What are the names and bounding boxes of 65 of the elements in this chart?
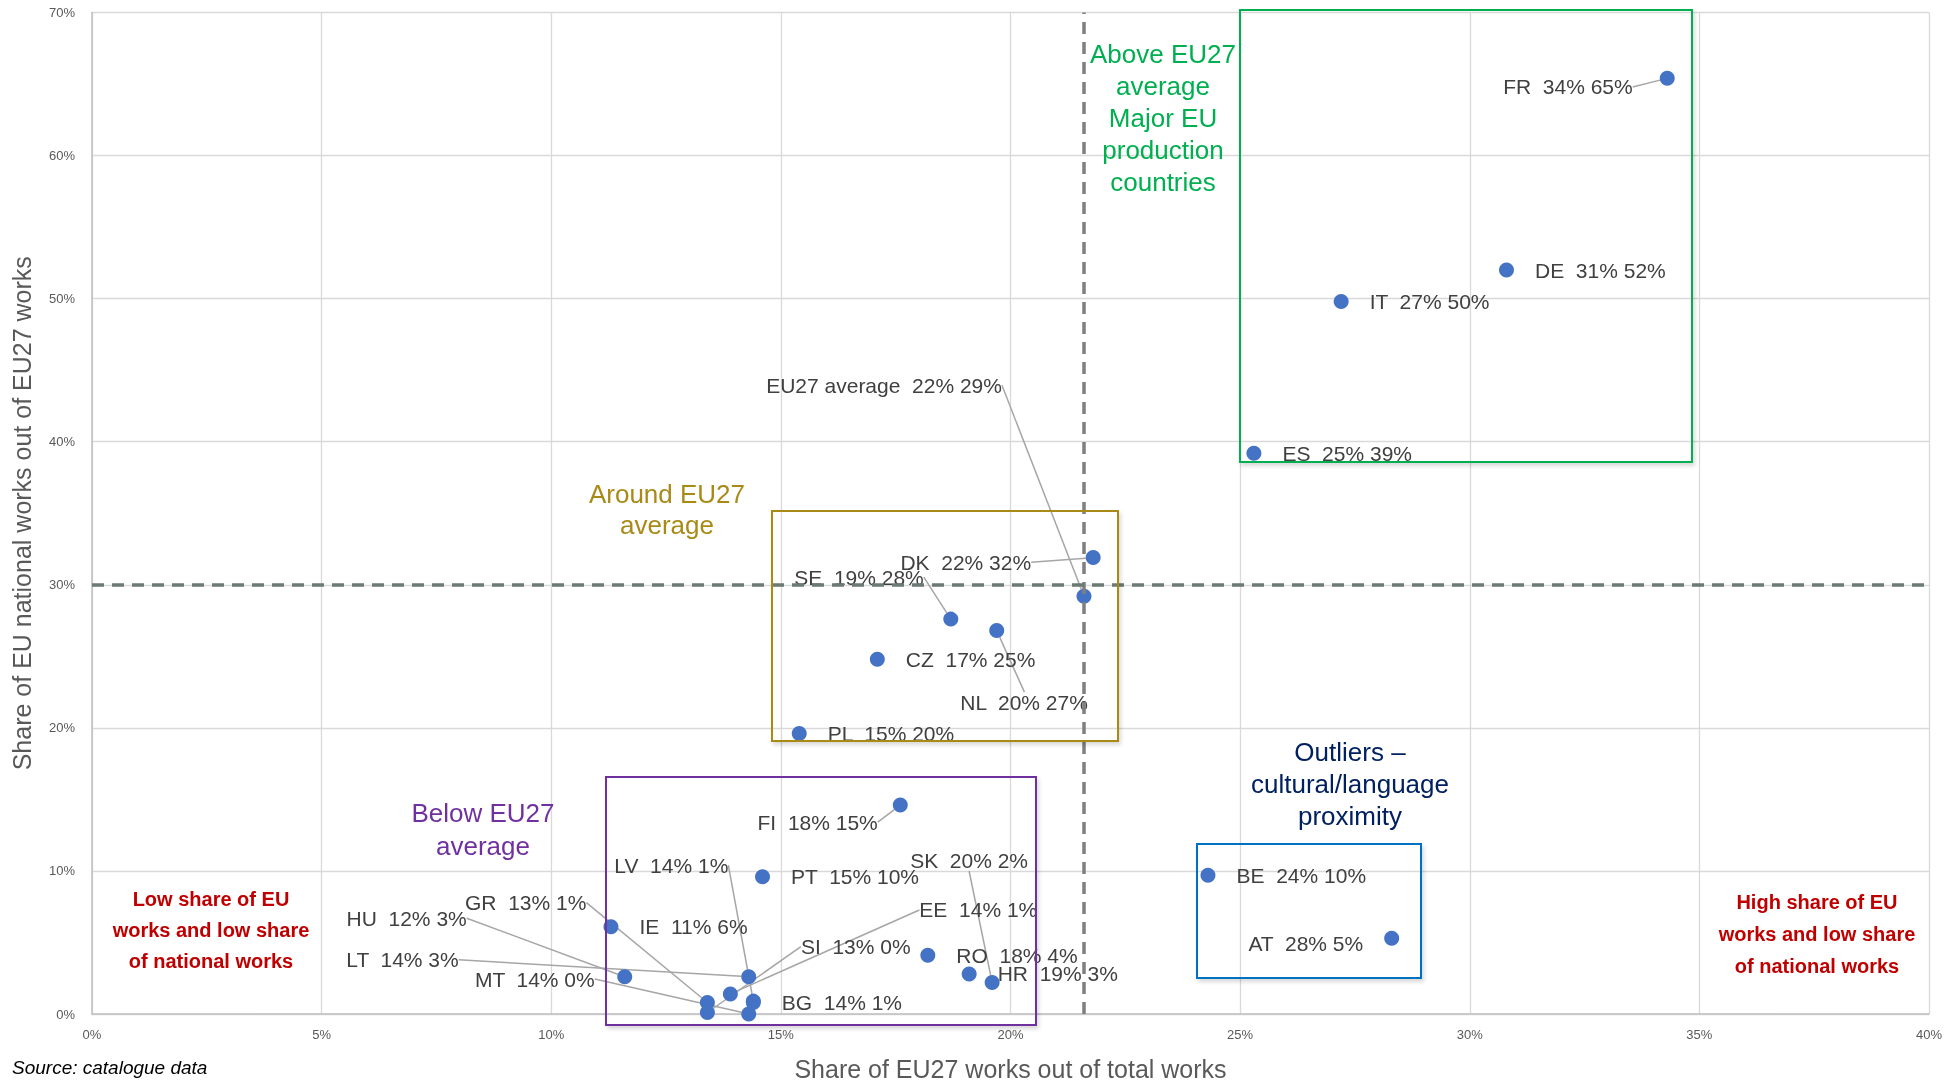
point bbox=[1659, 70, 1675, 86]
point bbox=[1246, 445, 1262, 461]
data-label: CZ 17% 25% bbox=[905, 647, 1036, 671]
point bbox=[961, 966, 977, 982]
data-label: ES 25% 39% bbox=[1282, 441, 1412, 465]
point bbox=[869, 651, 885, 667]
x-tick-label: 15% bbox=[767, 1027, 795, 1042]
point bbox=[1085, 550, 1101, 566]
point bbox=[617, 969, 633, 985]
x-tick-label: 25% bbox=[1227, 1027, 1254, 1042]
y-tick-label: 0% bbox=[56, 1006, 76, 1022]
y-tick-label: 10% bbox=[48, 863, 76, 879]
y-axis-title: Share of EU national works out of EU27 works bbox=[7, 256, 36, 771]
data-label: EU27 average 22% 29% bbox=[766, 373, 1002, 397]
annotation: Below EU27 average bbox=[410, 797, 556, 863]
data-label: AT 28% 5% bbox=[1248, 931, 1364, 955]
data-label: NL 20% 27% bbox=[960, 691, 1088, 715]
annotation: Outliers – cultural/language proximity bbox=[1249, 736, 1450, 832]
point bbox=[1333, 294, 1349, 309]
data-label: MT 14% 0% bbox=[474, 967, 595, 991]
y-tick-label: 70% bbox=[48, 5, 76, 20]
data-label: LV 14% 1% bbox=[614, 853, 729, 877]
x-axis-title: Share of EU27 works out of total works bbox=[794, 1054, 1227, 1083]
annotation: Around EU27 average bbox=[587, 479, 747, 541]
data-label: GR 13% 1% bbox=[465, 891, 587, 915]
point bbox=[943, 611, 959, 627]
data-label: FI 18% 15% bbox=[757, 810, 878, 834]
data-label: IT 27% 50% bbox=[1369, 290, 1490, 313]
data-label: HR 19% 3% bbox=[997, 962, 1118, 986]
x-tick-label: 30% bbox=[1456, 1027, 1484, 1042]
data-label: LT 14% 3% bbox=[346, 948, 459, 972]
data-label: BG 14% 1% bbox=[781, 991, 903, 1015]
x-tick-label: 0% bbox=[82, 1027, 102, 1042]
source-note: Source: catalogue data bbox=[12, 1056, 209, 1080]
point bbox=[755, 869, 771, 885]
point bbox=[722, 986, 738, 1002]
point bbox=[984, 975, 1000, 991]
data-label: SI 13% 0% bbox=[800, 935, 911, 959]
data-label: IE 11% 6% bbox=[639, 915, 748, 939]
point bbox=[699, 1005, 715, 1021]
y-tick-label: 20% bbox=[48, 720, 76, 736]
x-tick-label: 20% bbox=[997, 1027, 1024, 1042]
x-tick-label: 10% bbox=[538, 1027, 565, 1042]
x-tick-label: 40% bbox=[1915, 1027, 1943, 1042]
y-tick-label: 30% bbox=[48, 577, 76, 593]
point bbox=[892, 797, 908, 813]
data-label: BE 24% 10% bbox=[1236, 863, 1367, 887]
annotation: Above EU27 average Major EU production countries bbox=[1089, 38, 1237, 198]
annotation: Low share of EU works and low share of national works bbox=[111, 887, 311, 974]
point bbox=[989, 623, 1005, 639]
data-label: DE 31% 52% bbox=[1534, 258, 1666, 282]
point bbox=[741, 969, 757, 985]
y-tick-label: 50% bbox=[48, 291, 76, 307]
y-tick-label: 40% bbox=[48, 434, 76, 450]
point bbox=[920, 947, 936, 963]
point bbox=[1384, 930, 1400, 946]
x-tick-label: 35% bbox=[1686, 1027, 1713, 1042]
x-tick-label: 5% bbox=[312, 1027, 332, 1042]
point bbox=[1200, 867, 1216, 883]
point bbox=[741, 1006, 757, 1022]
point bbox=[1499, 262, 1514, 278]
annotation: High share of EU works and low share of national works bbox=[1717, 890, 1917, 979]
data-label: FR 34% 65% bbox=[1503, 75, 1633, 99]
data-label: HU 12% 3% bbox=[346, 906, 467, 930]
y-tick-label: 60% bbox=[48, 148, 76, 164]
